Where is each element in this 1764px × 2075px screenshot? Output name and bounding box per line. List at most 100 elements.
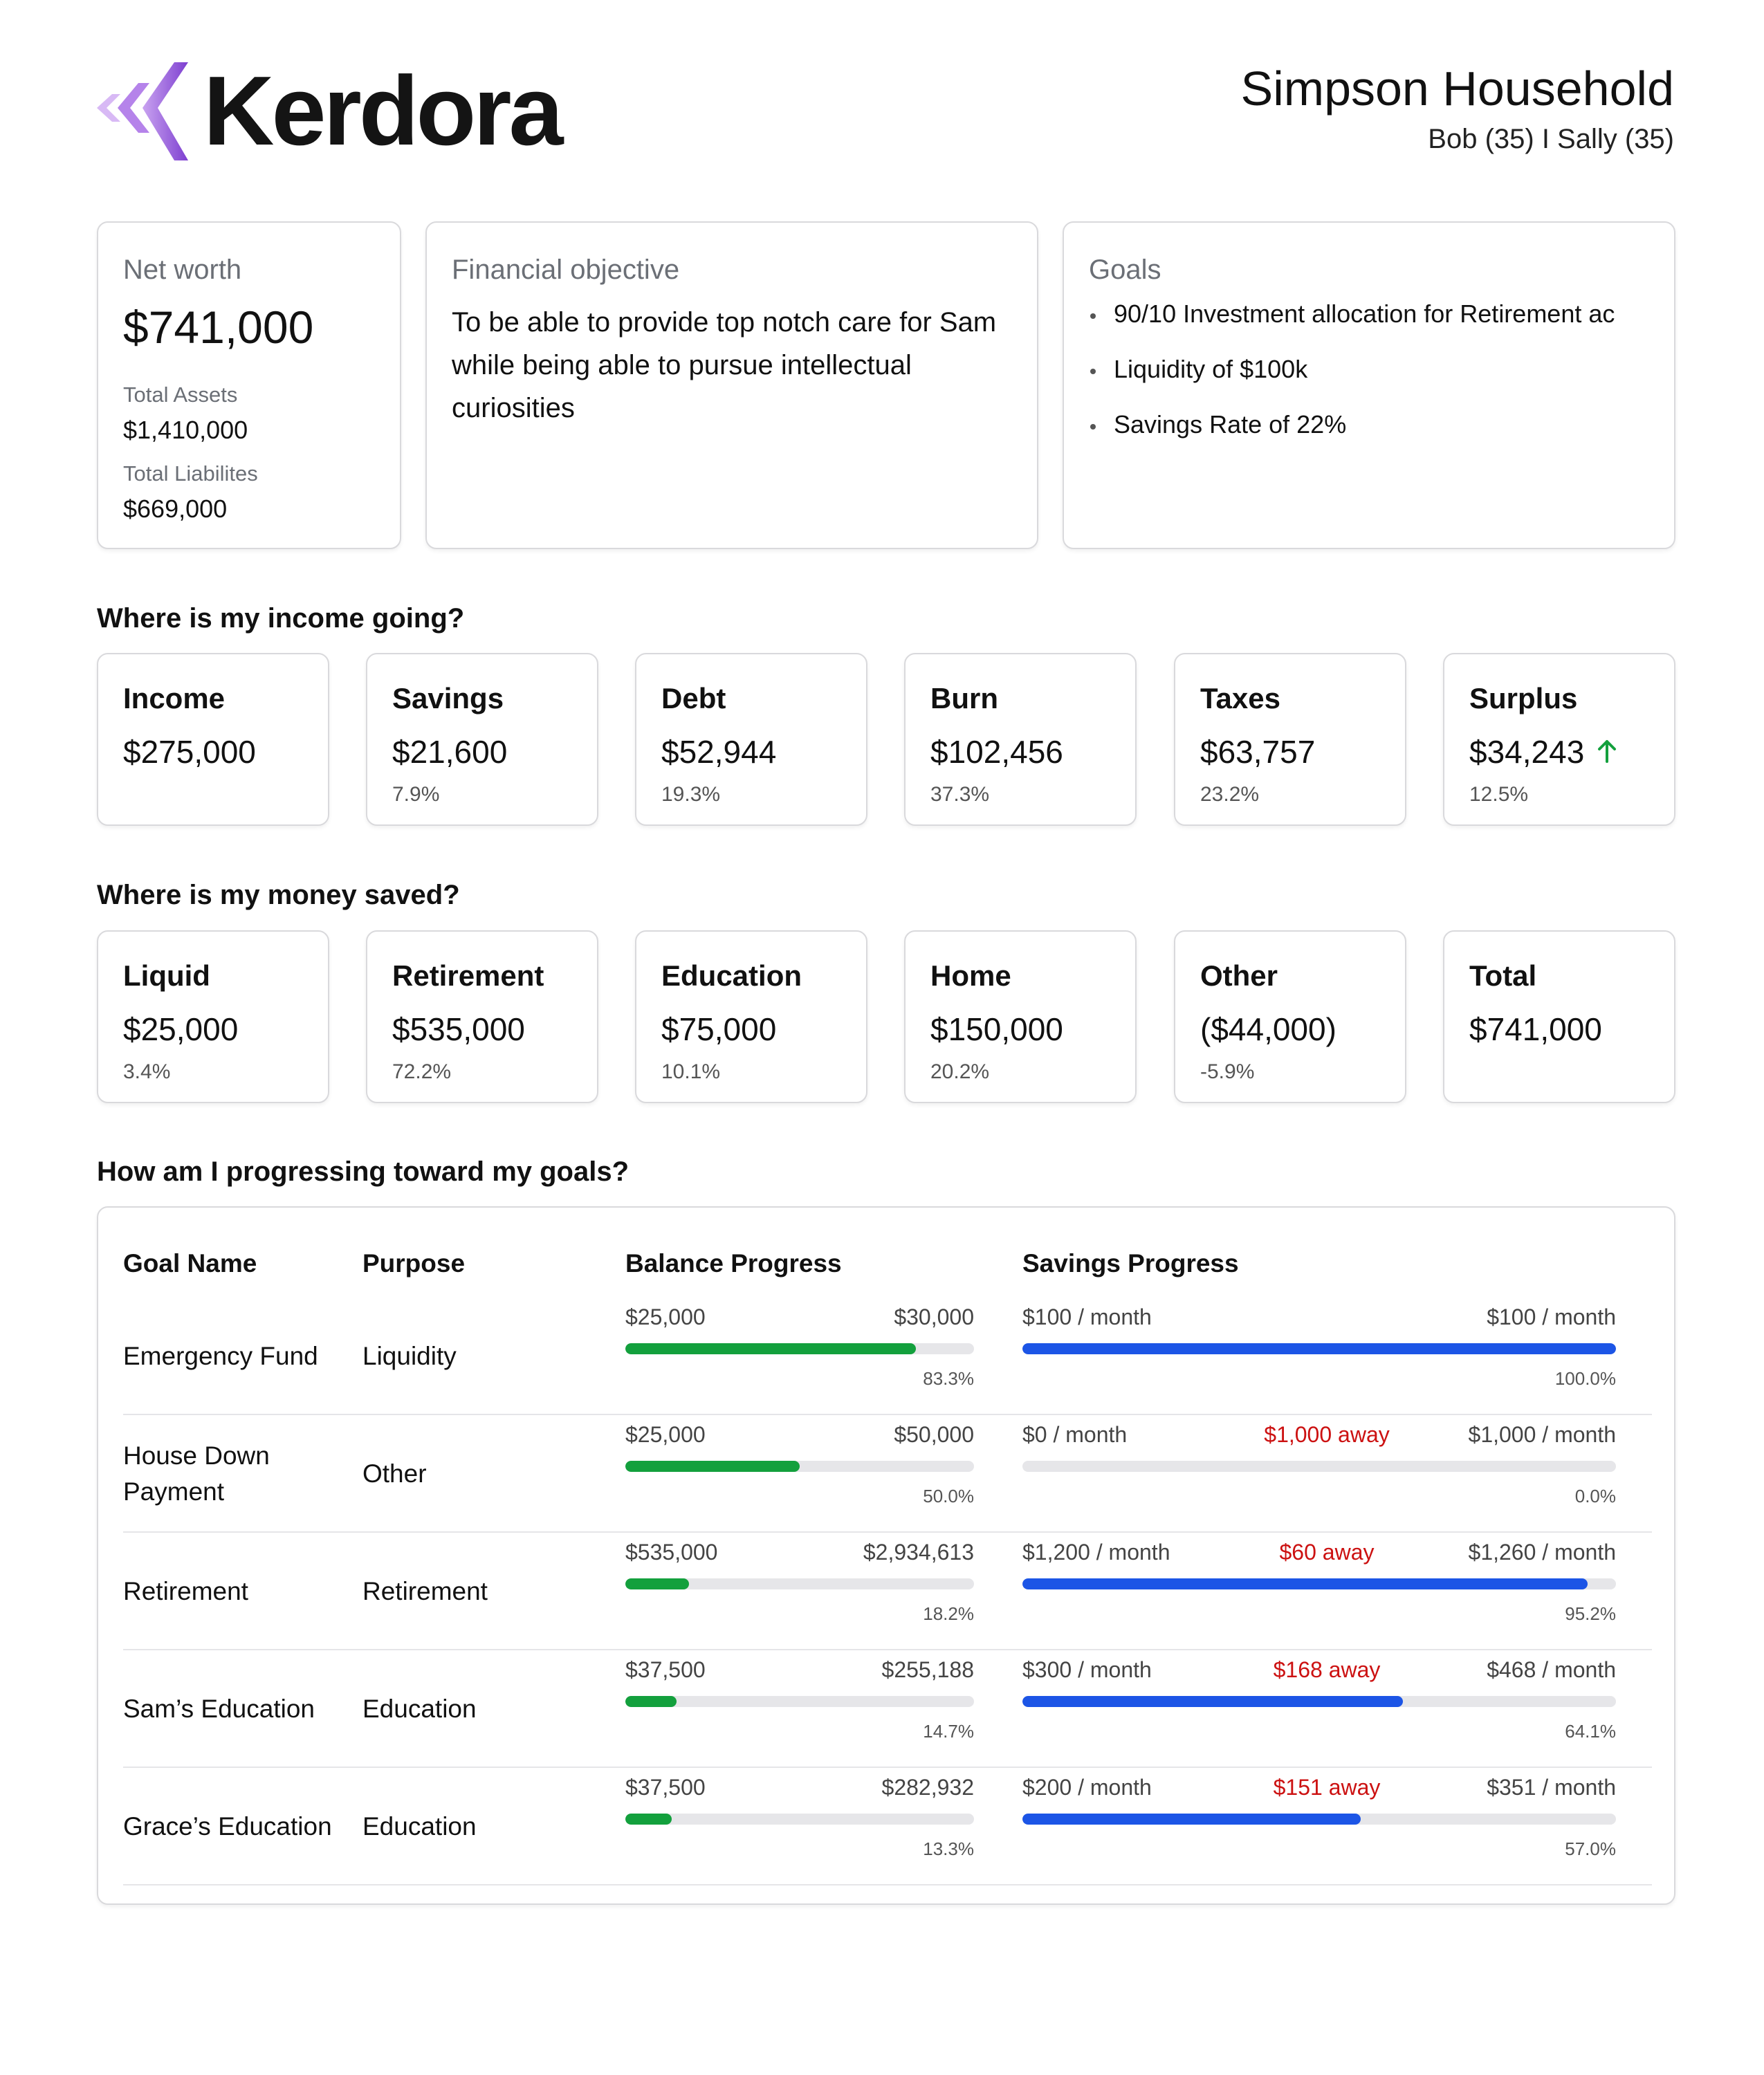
savings-percent: 64.1% [1565,1721,1616,1742]
savings-away: $60 away [1279,1540,1375,1565]
goal-name: Emergency Fund [123,1342,318,1370]
stat-value-text: $25,000 [123,1011,239,1047]
saved-card-retirement: Retirement $535,000 72.2% [366,930,598,1103]
brand-logo: Kerdora [97,56,563,166]
balance-target: $282,932 [881,1775,974,1800]
stat-title: Liquid [123,959,210,992]
stat-title: Retirement [392,959,544,992]
stat-percent: 3.4% [123,1060,171,1083]
savings-current: $1,200 / month [1022,1540,1170,1565]
goal-purpose: Liquidity [362,1342,457,1370]
stat-value-text: ($44,000) [1200,1011,1336,1047]
net-worth-value: $741,000 [123,302,314,353]
balance-bar-fill [625,1461,800,1472]
savings-target: $1,000 / month [1468,1422,1616,1447]
stat-value: $63,757 [1200,733,1380,771]
table-row: House Down Payment Other $25,000 $50,000 50.… [123,1415,1652,1533]
savings-bar-track [1022,1343,1616,1354]
balance-bar-track [625,1461,974,1472]
balance-percent: 50.0% [923,1486,974,1506]
stat-title: Total [1469,959,1537,992]
goal-name: Retirement [123,1577,248,1605]
arrow-up-icon [1597,733,1617,771]
stat-title: Home [930,959,1011,992]
total-liabilities-value: $669,000 [123,495,228,523]
financial-objective-label: Financial objective [452,255,680,285]
savings-away: $1,000 away [1264,1422,1390,1447]
stat-value: $21,600 [392,733,572,771]
saved-card-home: Home $150,000 20.2% [904,930,1137,1103]
household-header: Simpson Household Bob (35) I Sally (35) [1241,61,1674,155]
total-liabilities-label: Total Liabilites [123,461,258,486]
stat-title: Burn [930,682,998,714]
stat-value: $741,000 [1469,1011,1649,1048]
table-row: Grace’s Education Education $37,500 $282,93… [123,1768,1652,1885]
savings-percent: 100.0% [1554,1368,1616,1389]
goal-item: Savings Rate of 22% [1089,410,1649,439]
balance-bar-fill [625,1343,916,1354]
saved-card-liquid: Liquid $25,000 3.4% [97,930,329,1103]
savings-percent: 57.0% [1565,1838,1616,1859]
financial-objective-text: To be able to provide top notch care for… [452,307,997,423]
stat-value: $25,000 [123,1011,303,1048]
stat-title: Taxes [1200,682,1280,714]
savings-bar-fill [1022,1343,1616,1354]
balance-start: $25,000 [625,1304,706,1329]
stat-value-text: $75,000 [661,1011,777,1047]
income-card-income: Income $275,000 [97,653,329,826]
balance-start: $25,000 [625,1422,706,1447]
stat-percent: 7.9% [392,783,440,806]
stat-value: ($44,000) [1200,1011,1380,1048]
saved-card-education: Education $75,000 10.1% [635,930,867,1103]
goal-name: Sam’s Education [123,1695,315,1723]
brand-name: Kerdora [203,56,563,166]
header-purpose: Purpose [362,1249,466,1278]
household-name: Simpson Household [1240,62,1674,116]
savings-target: $468 / month [1487,1657,1616,1682]
savings-percent: 95.2% [1565,1603,1616,1624]
income-card-savings: Savings $21,600 7.9% [366,653,598,826]
saved-card-total: Total $741,000 [1443,930,1675,1103]
progress-section-title: How am I progressing toward my goals? [97,1156,630,1187]
stat-value: $535,000 [392,1011,572,1048]
saved-card-other: Other ($44,000) -5.9% [1174,930,1406,1103]
stat-value-text: $52,944 [661,734,777,770]
goal-item: 90/10 Investment allocation for Retireme… [1089,299,1649,329]
stat-value-text: $34,243 [1469,734,1585,770]
financial-objective-card: Financial objective To be able to provid… [425,221,1038,549]
goal-purpose: Education [362,1695,477,1723]
balance-start: $535,000 [625,1540,718,1565]
balance-bar-fill [625,1578,689,1589]
goal-name: House Down Payment [123,1441,270,1506]
goal-item: Liquidity of $100k [1089,355,1649,384]
stat-title: Other [1200,959,1278,992]
household-members: Bob (35) I Sally (35) [1428,123,1674,154]
stat-value-text: $275,000 [123,734,256,770]
goal-name: Grace’s Education [123,1812,332,1841]
savings-target: $351 / month [1487,1775,1616,1800]
stat-value: $150,000 [930,1011,1110,1048]
stat-title: Savings [392,682,504,714]
stat-percent: 23.2% [1200,783,1260,806]
balance-bar-track [625,1696,974,1707]
stat-percent: 20.2% [930,1060,990,1083]
stat-percent: 37.3% [930,783,990,806]
savings-bar-fill [1022,1814,1361,1825]
stat-value-text: $741,000 [1469,1011,1602,1047]
balance-target: $2,934,613 [863,1540,974,1565]
stat-percent: -5.9% [1200,1060,1255,1083]
income-card-burn: Burn $102,456 37.3% [904,653,1137,826]
savings-bar-track [1022,1814,1616,1825]
table-row: Emergency Fund Liquidity $25,000 $30,000 83.… [123,1298,1652,1415]
stat-percent: 12.5% [1469,783,1529,806]
stat-value: $52,944 [661,733,841,771]
stat-title: Surplus [1469,682,1578,714]
stat-value-text: $535,000 [392,1011,525,1047]
total-assets-label: Total Assets [123,382,238,407]
stat-value-text: $63,757 [1200,734,1316,770]
savings-bar-fill [1022,1578,1588,1589]
savings-current: $300 / month [1022,1657,1152,1682]
stat-percent: 10.1% [661,1060,721,1083]
net-worth-card: Net worth $741,000 Total Assets $1,410,0… [97,221,401,549]
stat-percent: 72.2% [392,1060,452,1083]
